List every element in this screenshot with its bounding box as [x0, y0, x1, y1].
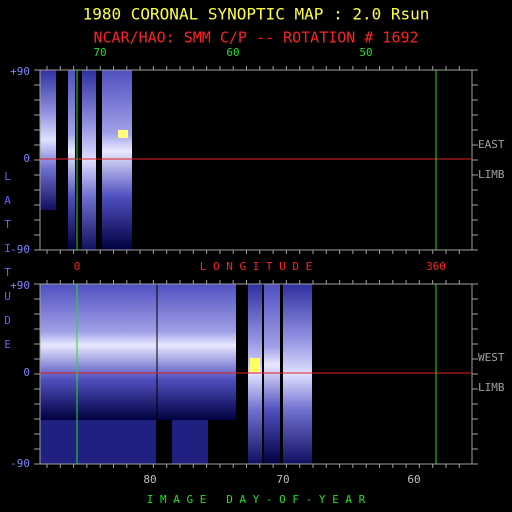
- top-image: [40, 70, 132, 250]
- longitude-tick: 360: [426, 260, 446, 273]
- longitude-tick: 0: [74, 260, 81, 273]
- side-label: WEST: [478, 351, 505, 364]
- longitude-label: L O N G I T U D E: [200, 260, 313, 273]
- y-tick: -90: [10, 243, 30, 256]
- y-axis-label: LATITUDE: [1, 170, 14, 362]
- side-label: EAST: [478, 138, 505, 151]
- subtitle: NCAR/HAO: SMM C/P -- ROTATION # 1692: [93, 29, 418, 47]
- y-tick: -90: [10, 457, 30, 470]
- x-axis-label: I M A G E D A Y - O F - Y E A R: [147, 493, 366, 506]
- y-tick: +90: [10, 279, 30, 292]
- top-tick: 60: [226, 46, 239, 59]
- tick-marks: [34, 66, 478, 468]
- top-tick: 70: [93, 46, 106, 59]
- y-tick: 0: [23, 366, 30, 379]
- x-tick: 70: [276, 473, 289, 486]
- bottom-image: [40, 284, 312, 464]
- x-tick: 60: [407, 473, 420, 486]
- side-label: LIMB: [478, 381, 505, 394]
- side-label: LIMB: [478, 168, 505, 181]
- title: 1980 CORONAL SYNOPTIC MAP : 2.0 Rsun: [83, 5, 430, 24]
- y-tick: +90: [10, 65, 30, 78]
- top-tick: 50: [359, 46, 372, 59]
- y-tick: 0: [23, 152, 30, 165]
- x-tick: 80: [143, 473, 156, 486]
